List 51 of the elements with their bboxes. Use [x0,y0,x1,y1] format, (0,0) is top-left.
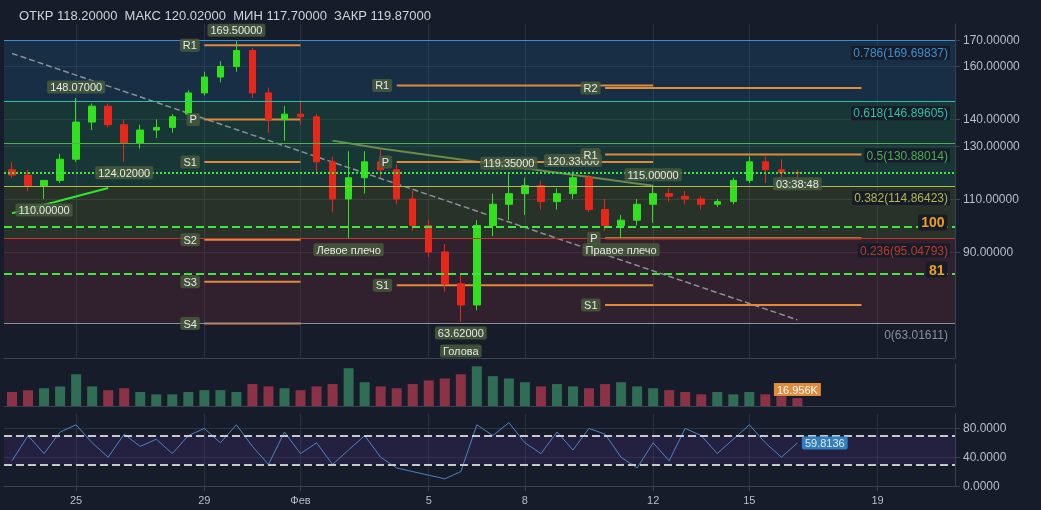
x-tick-label: 12 [647,493,660,506]
data-label: 16.956K [776,383,819,396]
annotation: 119.35000 [483,157,535,170]
y-tick-label: 140.00000 [963,112,1021,127]
y-tick-label: 40.0000 [963,450,1007,465]
annotation: R1 [375,79,390,92]
annotation: 110.00000 [18,203,70,216]
ref-line-label: 0.382(114.86423) [854,191,948,206]
annotation: R2 [583,81,598,94]
annotation: 63.62000 [437,326,484,339]
y-tick-label: 130.00000 [963,138,1021,153]
ref-line-label: 0.786(169.69837) [853,45,948,60]
annotation: R1 [182,39,197,52]
annotation: 100 [921,214,945,231]
x-tick-label: 25 [70,493,83,506]
annotation: S2 [183,233,197,246]
annotation: Левое плечо [316,243,381,256]
ref-line-label: 0.618(146.89605) [853,106,948,121]
annotation: 03:38:48 [775,177,819,190]
annotation: S1 [584,298,598,311]
y-tick-label: 0.0000 [963,479,1001,493]
annotation: 148.07000 [50,81,103,94]
ref-line-label: 0.5(130.88014) [866,148,948,163]
x-tick-label: 8 [521,493,528,506]
x-tick-label: 15 [743,493,756,506]
annotation: Голова [443,344,480,357]
x-tick-label: 29 [198,493,211,506]
annotation: 124.02000 [98,166,151,179]
ref-line-label: 0(63.01611) [884,328,948,343]
annotation: S3 [183,275,197,288]
annotation: 169.50000 [210,24,263,37]
y-tick-label: 90.00000 [963,244,1014,259]
annotation: S1 [183,156,197,169]
y-tick-label: 160.00000 [963,59,1021,74]
annotation: 59.8136 [804,436,845,449]
annotation: P [381,156,390,169]
y-tick-label: 80.0000 [963,421,1007,436]
chart-title: ОТКР 118.20000 МАКС 120.02000 МИН 117.70000 ЗАКР 119.87000 [19,8,431,23]
x-tick-label: 19 [871,493,884,506]
annotation: P [189,113,197,126]
y-tick-label: 170.00000 [963,32,1021,47]
x-tick-label: 5 [425,493,432,506]
annotation: S4 [183,317,197,330]
ref-line-label: 0.236(95.04793) [859,243,948,258]
annotation: S1 [375,279,390,292]
y-tick-label: 110.00000 [963,191,1020,206]
annotation: Правое плечо [585,243,657,256]
annotation: 115.00000 [627,168,679,181]
annotation: 81 [928,261,945,278]
x-tick-label: Фев [290,493,311,506]
annotation: P [590,232,598,245]
